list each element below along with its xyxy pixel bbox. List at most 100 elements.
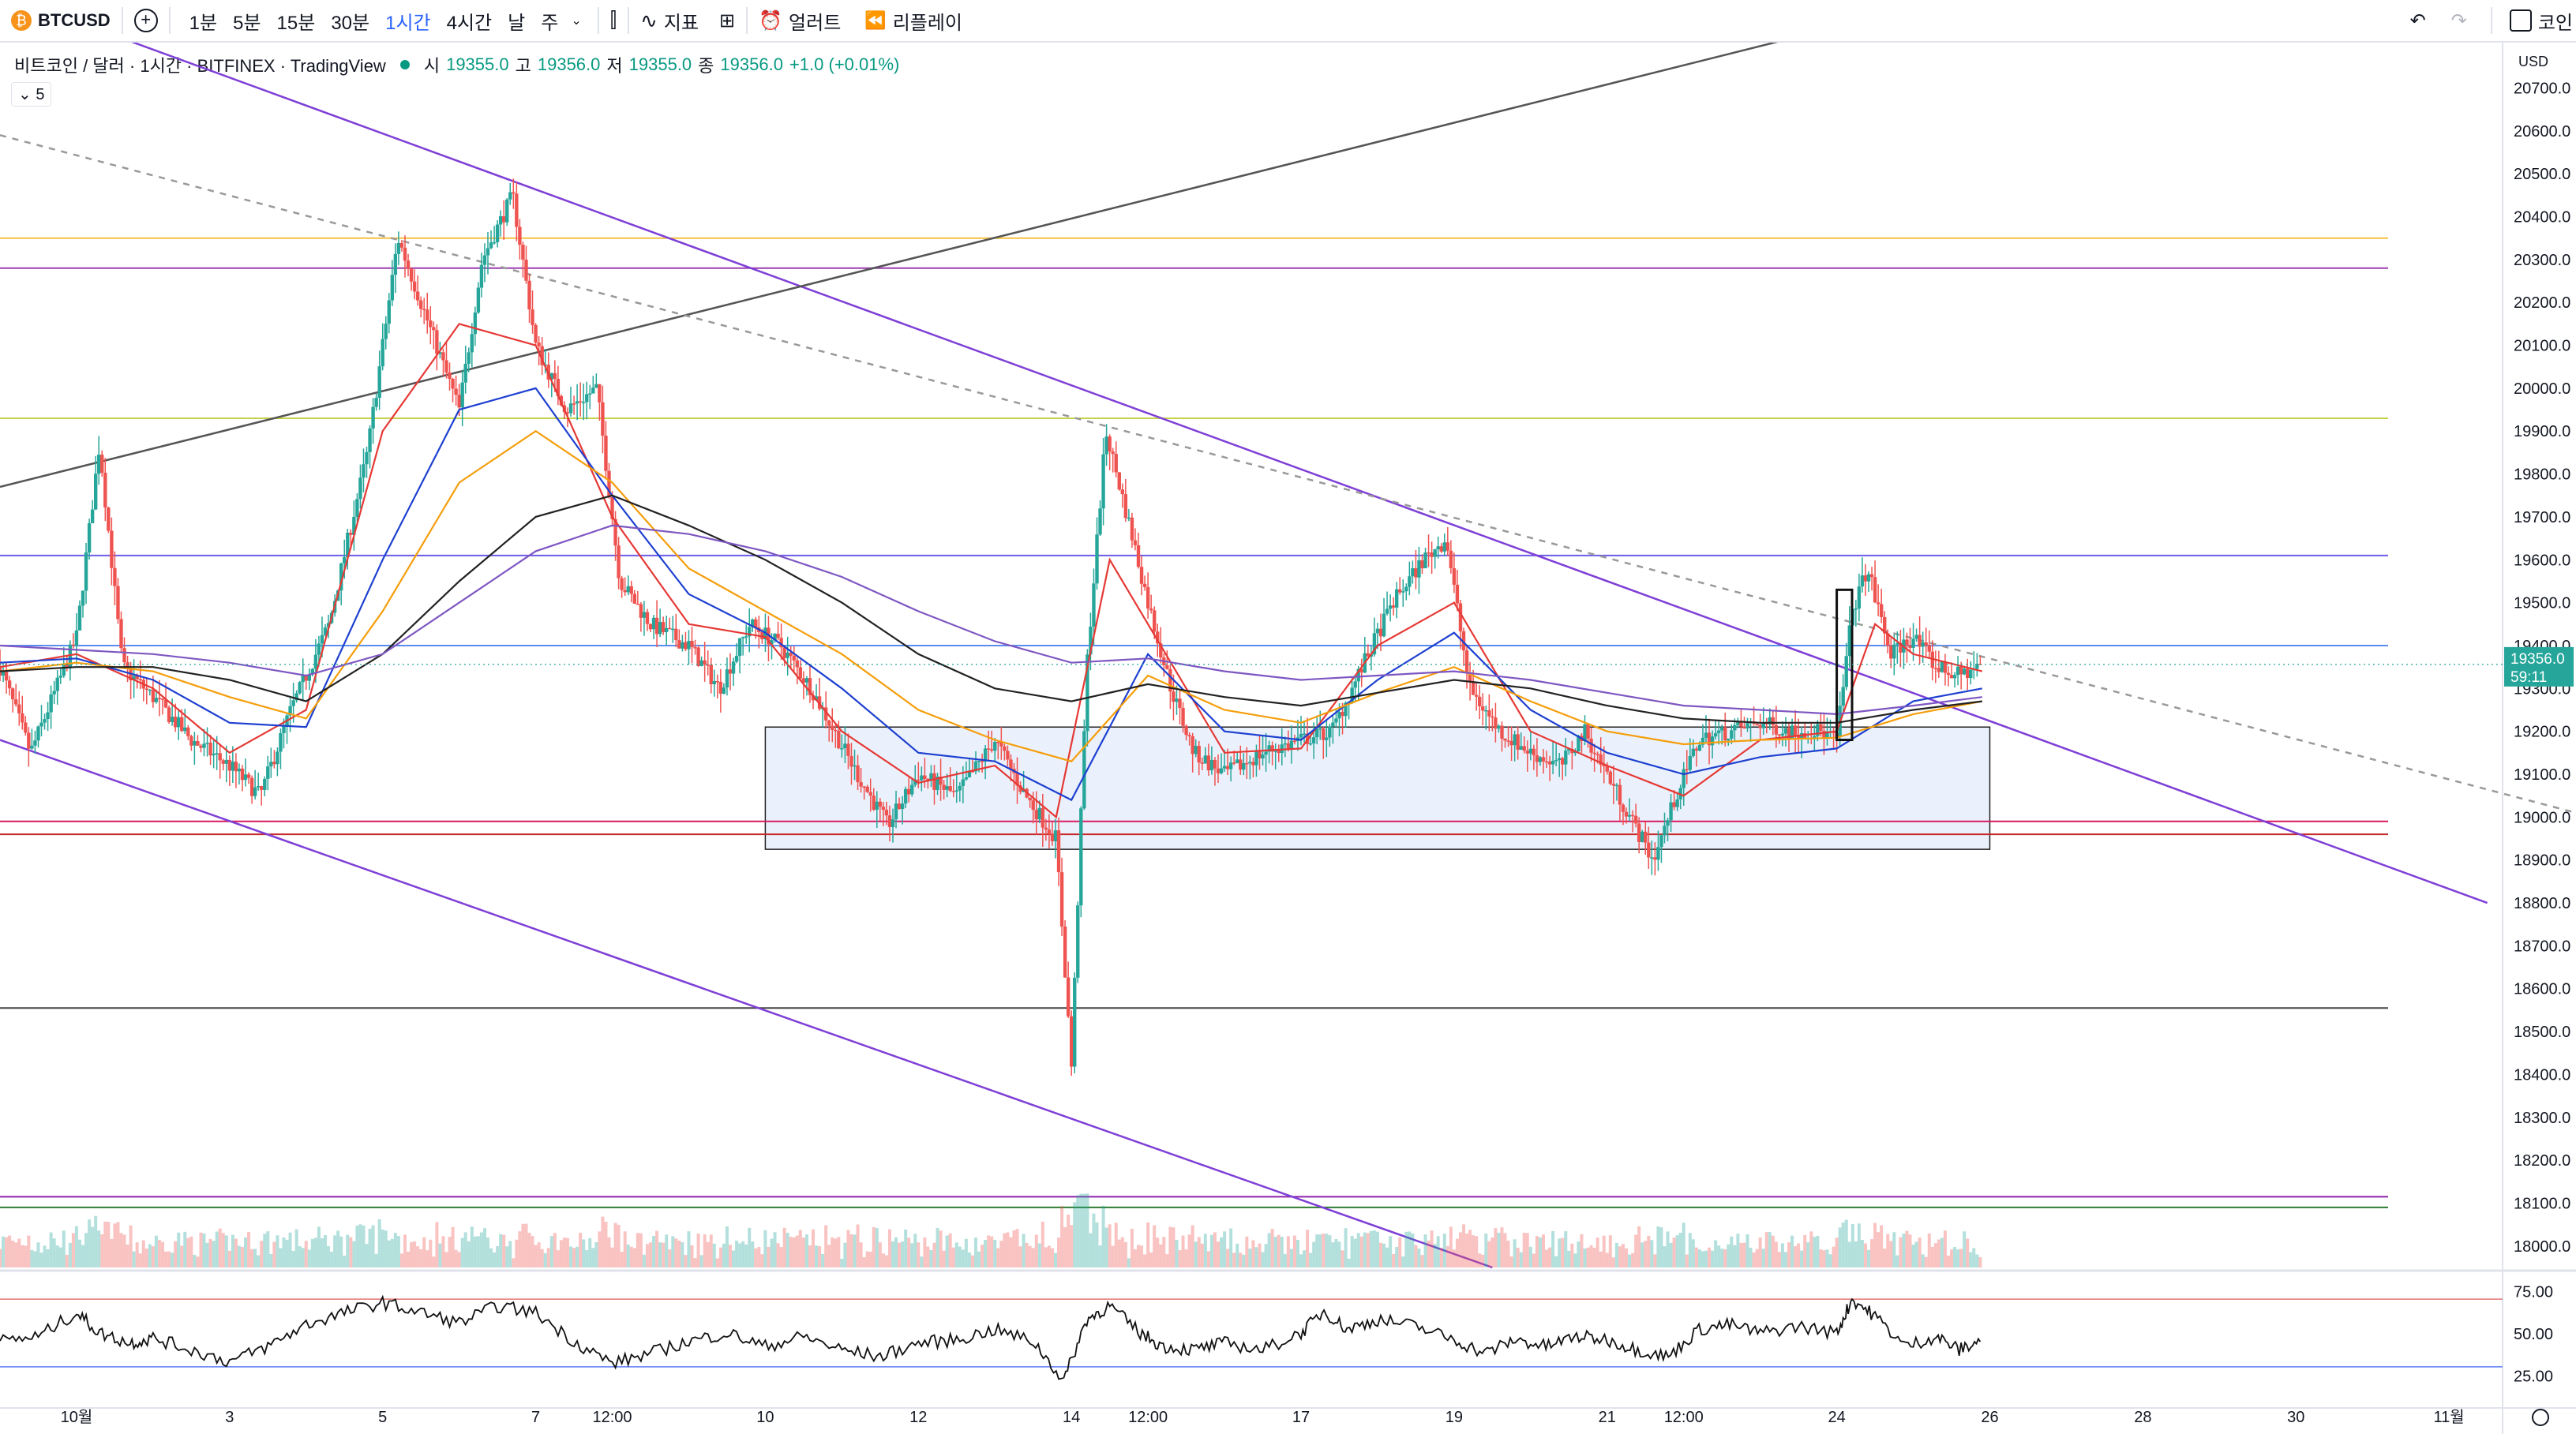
- volume-bar-222: [706, 1241, 710, 1267]
- volume-bar-118: [374, 1253, 378, 1267]
- volume-bar-526: [1675, 1235, 1679, 1267]
- candle-body-210: [668, 627, 672, 630]
- candle-body-316: [1006, 751, 1010, 760]
- candle-body-514: [1637, 823, 1641, 842]
- volume-bar-255: [812, 1229, 816, 1267]
- volume-bar-341: [1086, 1193, 1089, 1267]
- trend-line-0: [131, 43, 2488, 904]
- interval-5[interactable]: 4시간: [446, 12, 493, 34]
- redo-button[interactable]: ↷: [2439, 0, 2480, 41]
- volume-bar-284: [904, 1229, 908, 1267]
- volume-bar-210: [668, 1249, 672, 1267]
- candle-body-373: [1187, 735, 1191, 736]
- candle-body-382: [1216, 768, 1221, 773]
- volume-bar-73: [231, 1234, 234, 1267]
- moving-averages: [0, 323, 1983, 819]
- candle-body-170: [540, 346, 544, 365]
- volume-bar-104: [330, 1252, 334, 1267]
- volume-bar-41: [129, 1225, 133, 1267]
- candle-body-154: [489, 242, 493, 249]
- interval-2[interactable]: 15분: [276, 12, 316, 34]
- volume-bar-533: [1697, 1249, 1701, 1267]
- candle-body-72: [227, 759, 232, 771]
- candle-body-476: [1516, 734, 1520, 750]
- legend-collapse-button[interactable]: ⌄ 5: [11, 82, 52, 107]
- volume-bar-272: [865, 1251, 869, 1267]
- volume-bar-339: [1079, 1193, 1083, 1267]
- candle-body-147: [467, 352, 471, 364]
- candle-body-16: [49, 694, 53, 713]
- volume-bar-574: [1828, 1254, 1832, 1267]
- indicators-button[interactable]: ∿ 지표: [640, 0, 699, 41]
- candle-body-130: [412, 281, 417, 292]
- compare-button[interactable]: +: [133, 0, 158, 41]
- candle-body-143: [454, 388, 458, 395]
- interval-4[interactable]: 1시간: [385, 12, 431, 34]
- interval-3[interactable]: 30분: [331, 12, 370, 34]
- fullscreen-button[interactable]: [2503, 0, 2538, 41]
- volume-bar-30: [94, 1215, 98, 1267]
- volume-bar-433: [1378, 1242, 1382, 1267]
- candle-body-561: [1787, 728, 1791, 739]
- interval-0[interactable]: 1분: [189, 12, 218, 34]
- volume-bar-416: [1325, 1234, 1329, 1267]
- undo-button[interactable]: ↶: [2398, 0, 2439, 41]
- volume-bar-122: [387, 1240, 391, 1267]
- volume-bar-510: [1625, 1248, 1629, 1267]
- volume-bar-489: [1558, 1238, 1562, 1267]
- interval-6[interactable]: 날: [508, 12, 526, 34]
- candle-body-108: [343, 556, 347, 563]
- candle-body-207: [658, 622, 662, 635]
- symbol-selector[interactable]: ₿ BTCUSD: [0, 0, 111, 41]
- candle-body-612: [1949, 675, 1954, 679]
- volume-bar-573: [1825, 1249, 1829, 1267]
- volume-bar-409: [1303, 1250, 1307, 1267]
- candle-body-217: [690, 641, 694, 647]
- volume-bar-493: [1570, 1243, 1574, 1267]
- interval-dropdown[interactable]: ⌄: [566, 0, 586, 41]
- candle-body-149: [473, 313, 478, 335]
- candle-body-477: [1519, 746, 1523, 750]
- volume-bar-154: [489, 1248, 493, 1267]
- volume-bar-12: [36, 1242, 40, 1267]
- candle-body-23: [71, 644, 76, 646]
- volume-bar-357: [1137, 1245, 1141, 1267]
- candle-body-186: [591, 388, 595, 394]
- volume-bar-264: [840, 1258, 844, 1267]
- layout-button[interactable]: ⊞: [719, 0, 735, 41]
- candle-body-12: [36, 726, 40, 741]
- replay-button[interactable]: ⏪ 리플레이: [864, 0, 962, 41]
- candle-body-183: [581, 402, 586, 403]
- candle-body-334: [1063, 927, 1067, 978]
- candle-body-269: [856, 765, 860, 783]
- volume-bar-324: [1031, 1248, 1035, 1267]
- price-tick-24: 20400.0: [2514, 209, 2570, 227]
- time-tick-4: 12:00: [593, 1409, 632, 1426]
- candle-body-179: [568, 403, 573, 414]
- volume-bar-287: [913, 1234, 917, 1267]
- candle-body-573: [1825, 731, 1829, 739]
- alert-button[interactable]: ⏰ 얼러트: [759, 0, 841, 41]
- volume-bar-498: [1586, 1247, 1590, 1267]
- candle-body-185: [588, 393, 592, 395]
- candle-body-175: [556, 379, 561, 396]
- price-chart[interactable]: 75.00 50.00 25.00 USD 18000.0 18100.0 18200.0 1…: [0, 43, 2576, 1434]
- candle-body-499: [1589, 738, 1593, 753]
- candle-body-462: [1471, 681, 1475, 695]
- time-tick-8: 12:00: [1128, 1409, 1168, 1426]
- candle-body-417: [1328, 726, 1332, 738]
- candle-body-118: [374, 398, 378, 407]
- candle-body-208: [661, 622, 666, 633]
- candle-body-135: [429, 320, 433, 328]
- candle-body-367: [1168, 668, 1172, 692]
- volume-bar-340: [1082, 1193, 1086, 1267]
- candle-body-265: [843, 743, 847, 748]
- zone-0: [764, 726, 1991, 850]
- volume-bar-96: [304, 1241, 308, 1267]
- volume-bar-328: [1044, 1247, 1048, 1267]
- candle-body-506: [1611, 784, 1616, 786]
- chart-type-button[interactable]: ⫿: [610, 0, 617, 41]
- candle-body-273: [868, 792, 872, 796]
- interval-1[interactable]: 5분: [233, 12, 261, 34]
- interval-7[interactable]: 주: [541, 12, 559, 34]
